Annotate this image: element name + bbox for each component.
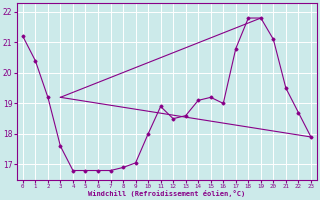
- X-axis label: Windchill (Refroidissement éolien,°C): Windchill (Refroidissement éolien,°C): [88, 190, 245, 197]
